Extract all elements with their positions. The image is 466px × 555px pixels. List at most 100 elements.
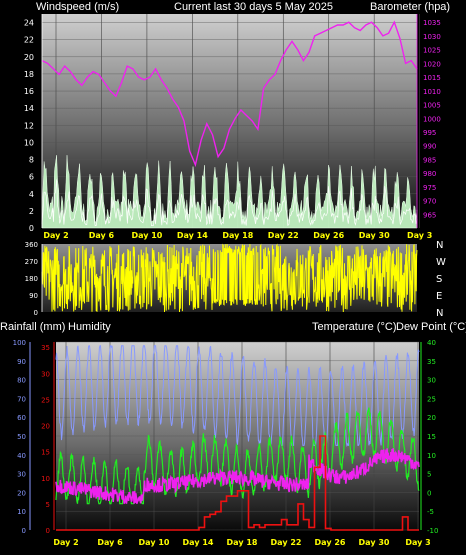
- barometer-tick-label: 970: [423, 198, 436, 206]
- windspeed-tick-label: 6: [29, 173, 34, 182]
- humidity-tick-label: 0: [22, 527, 26, 535]
- barometer-tick-label: 995: [423, 129, 436, 137]
- humidity-tick-label: 90: [17, 358, 26, 366]
- temperature-series: [55, 407, 420, 505]
- top-x-tick-label: Day 6: [89, 231, 115, 240]
- bottom-x-tick-label: Day 14: [183, 538, 214, 547]
- bottom-x-tick-label: Day 22: [271, 538, 302, 547]
- barometer-tick-label: 1000: [423, 115, 441, 123]
- chart-title: Current last 30 days 5 May 2025: [174, 1, 333, 13]
- windspeed-axis-title: Windspeed (m/s): [36, 1, 120, 13]
- direction-tick-label: 180: [25, 275, 38, 283]
- temperature-tick-label: 40: [427, 339, 436, 347]
- compass-label: E: [436, 291, 442, 302]
- humidity-tick-label: 30: [17, 471, 26, 479]
- rain-tick-label: 15: [41, 449, 50, 457]
- temperature-tick-label: 20: [427, 414, 436, 422]
- barometer-tick-label: 1010: [423, 88, 441, 96]
- humidity-tick-label: 60: [17, 414, 26, 422]
- barometer-tick-label: 1035: [423, 19, 441, 27]
- top-x-tick-label: Day 22: [268, 231, 299, 240]
- temperature-tick-label: 5: [427, 471, 431, 479]
- humidity-tick-label: 20: [17, 489, 26, 497]
- barometer-tick-label: 985: [423, 156, 436, 164]
- barometer-tick-label: 1015: [423, 74, 441, 82]
- barometer-tick-label: 1020: [423, 60, 441, 68]
- temperature-tick-label: 10: [427, 452, 436, 460]
- windspeed-tick-label: 4: [29, 190, 34, 199]
- windspeed-tick-label: 10: [24, 138, 34, 147]
- barometer-tick-label: 975: [423, 184, 436, 192]
- top-x-tick-label: Day 30: [359, 231, 390, 240]
- windspeed-tick-label: 8: [29, 156, 34, 165]
- top-x-tick-label: Day 14: [177, 231, 208, 240]
- top-x-tick-label: Day 3: [407, 231, 432, 240]
- windspeed-tick-label: 0: [29, 224, 34, 233]
- wind-direction-series: [41, 243, 418, 313]
- humidity-axis-title: Humidity: [68, 321, 111, 333]
- temperature-tick-label: 25: [427, 395, 436, 403]
- compass-label: W: [436, 257, 446, 268]
- rain-tick-label: 0: [46, 527, 50, 535]
- compass-label: N: [436, 308, 443, 319]
- rain-tick-label: 10: [41, 475, 50, 483]
- bottom-x-tick-label: Day 18: [227, 538, 258, 547]
- temperature-tick-label: -5: [427, 508, 434, 516]
- rainfall-axis-title: Rainfall (mm): [0, 321, 66, 333]
- dewpoint-axis-title: Dew Point (°C): [396, 321, 466, 333]
- windspeed-tick-label: 20: [24, 53, 34, 62]
- windspeed-tick-label: 16: [24, 87, 34, 96]
- bottom-x-tick-label: Day 6: [97, 538, 123, 547]
- barometer-tick-label: 990: [423, 143, 436, 151]
- temperature-tick-label: 35: [427, 358, 436, 366]
- windspeed-tick-label: 22: [24, 36, 34, 45]
- windspeed-tick-label: 24: [24, 19, 34, 28]
- compass-label: S: [436, 274, 442, 285]
- temperature-axis-title: Temperature (°C): [312, 321, 397, 333]
- bottom-x-tick-label: Day 26: [315, 538, 346, 547]
- bottom-x-tick-label: Day 3: [405, 538, 430, 547]
- rain-tick-label: 30: [41, 370, 50, 378]
- barometer-axis-title: Barometer (hpa): [370, 1, 451, 13]
- rain-tick-label: 25: [41, 396, 50, 404]
- direction-tick-label: 270: [25, 258, 38, 266]
- temperature-tick-label: -10: [427, 527, 438, 535]
- direction-tick-label: 90: [29, 292, 38, 300]
- direction-tick-label: 0: [34, 309, 38, 317]
- bottom-x-tick-label: Day 30: [359, 538, 390, 547]
- wind-panel-background: [42, 14, 417, 228]
- temperature-tick-label: 0: [427, 489, 431, 497]
- rain-tick-label: 5: [46, 501, 50, 509]
- top-x-tick-label: Day 26: [313, 231, 344, 240]
- barometer-tick-label: 980: [423, 170, 436, 178]
- windspeed-tick-label: 14: [24, 104, 34, 113]
- rain-tick-label: 35: [41, 344, 50, 352]
- bottom-x-tick-label: Day 2: [53, 538, 78, 547]
- humidity-series: [55, 345, 420, 448]
- humidity-tick-label: 100: [13, 339, 26, 347]
- windspeed-tick-label: 2: [29, 207, 34, 216]
- compass-label: N: [436, 240, 443, 251]
- barometer-tick-label: 1030: [423, 33, 441, 41]
- humidity-tick-label: 40: [17, 452, 26, 460]
- windspeed-tick-label: 18: [24, 70, 34, 79]
- wind-average-series: [41, 179, 418, 227]
- wind-gust-series: [41, 155, 418, 229]
- temperature-tick-label: 30: [427, 377, 436, 385]
- rainfall-series: [56, 435, 419, 531]
- barometer-tick-label: 965: [423, 211, 436, 219]
- windspeed-tick-label: 12: [24, 121, 34, 130]
- dewpoint-series: [55, 448, 420, 504]
- top-x-tick-label: Day 2: [43, 231, 68, 240]
- barometer-series: [41, 20, 418, 168]
- temperature-tick-label: 15: [427, 433, 436, 441]
- humidity-tick-label: 80: [17, 377, 26, 385]
- barometer-tick-label: 1025: [423, 47, 441, 55]
- direction-tick-label: 360: [25, 241, 38, 249]
- humidity-tick-label: 10: [17, 508, 26, 516]
- humidity-tick-label: 70: [17, 395, 26, 403]
- rain-tick-label: 20: [41, 423, 50, 431]
- humidity-tick-label: 50: [17, 433, 26, 441]
